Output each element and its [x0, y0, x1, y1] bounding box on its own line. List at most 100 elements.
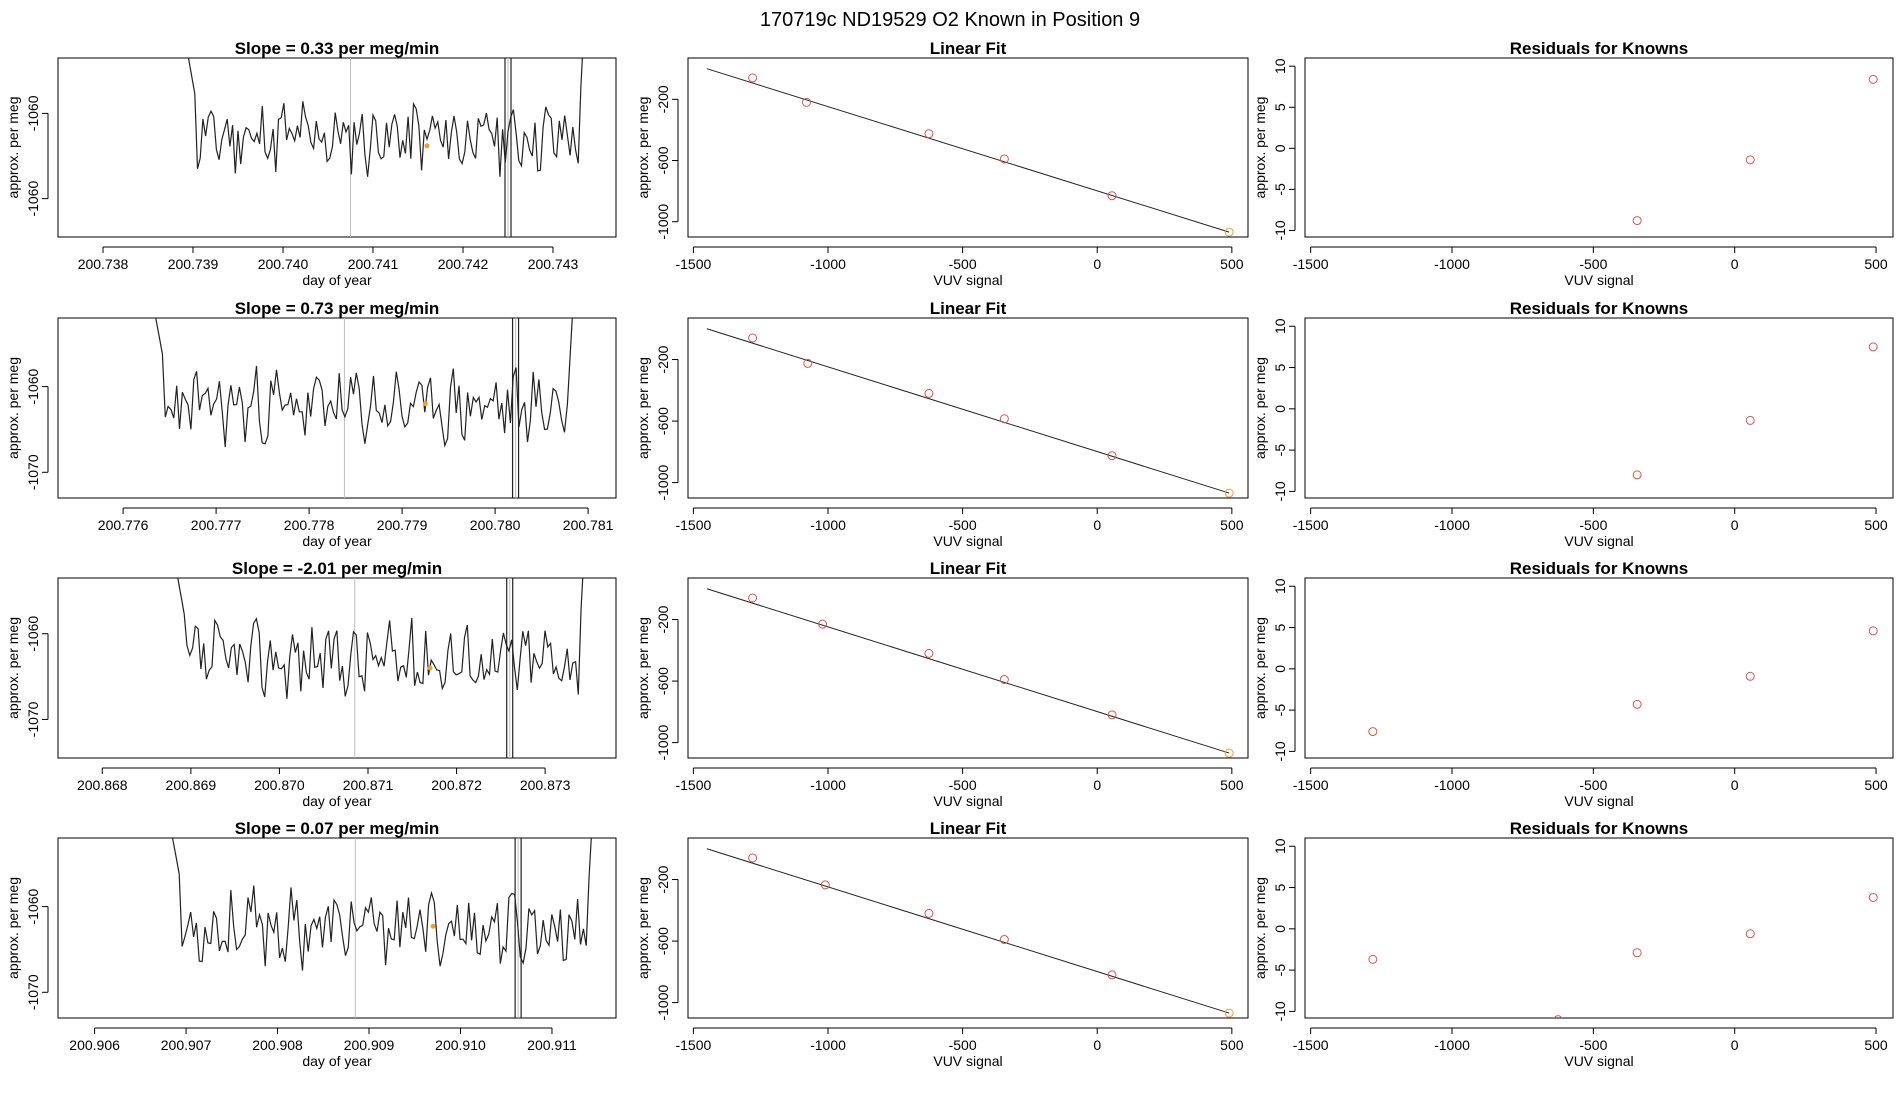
x-tick-label: -1000 — [810, 1037, 846, 1053]
chart-title: Linear Fit — [930, 299, 1007, 318]
y-tick-label: -10 — [1272, 481, 1288, 501]
x-tick-label: -1000 — [810, 256, 846, 272]
plot-area — [706, 68, 1234, 237]
y-tick-label: 0 — [1272, 144, 1288, 152]
y-tick-label: -10 — [1272, 220, 1288, 240]
x-tick-label: -500 — [1579, 1037, 1607, 1053]
plot-area — [1368, 626, 1878, 737]
x-tick-label: -1500 — [675, 777, 711, 793]
x-tick-label: 0 — [1731, 517, 1739, 533]
y-tick-label: -200 — [655, 85, 671, 113]
y-tick-label: 5 — [1272, 623, 1288, 631]
data-point — [1745, 155, 1755, 165]
x-tick-label: -500 — [1579, 256, 1607, 272]
data-point — [924, 648, 934, 658]
plot-frame — [1304, 317, 1894, 499]
y-axis-label: approx. per meg — [1252, 357, 1268, 459]
y-tick-label: -5 — [1272, 964, 1288, 977]
y-tick-label: 0 — [1272, 665, 1288, 673]
data-point — [999, 675, 1009, 685]
x-axis-label: VUV signal — [933, 272, 1002, 288]
data-point — [924, 388, 934, 398]
signal-line — [155, 318, 573, 448]
x-axis-label: day of year — [302, 793, 372, 809]
y-tick-label: 5 — [1272, 883, 1288, 891]
x-tick-label: 200.741 — [348, 256, 399, 272]
chart-title: Slope = 0.33 per meg/min — [235, 39, 440, 58]
signal-line — [187, 58, 583, 177]
x-tick-label: -1000 — [810, 517, 846, 533]
plot-frame — [687, 837, 1249, 1019]
data-point — [1107, 710, 1117, 720]
data-point — [801, 97, 811, 107]
sample-marker — [430, 923, 436, 929]
data-point — [924, 129, 934, 139]
data-point — [1224, 227, 1234, 237]
data-point — [1553, 1015, 1563, 1018]
x-tick-label: 200.908 — [252, 1037, 303, 1053]
data-point — [1632, 699, 1642, 709]
x-tick-label: -1000 — [810, 777, 846, 793]
x-tick-label: 0 — [1731, 1037, 1739, 1053]
x-tick-label: 500 — [1220, 1037, 1244, 1053]
x-tick-label: -500 — [949, 256, 977, 272]
plot-area — [171, 838, 592, 1018]
data-point — [999, 414, 1009, 424]
y-tick-label: -600 — [655, 407, 671, 435]
plot-frame — [687, 577, 1249, 759]
data-point — [999, 935, 1009, 945]
chart-title: Residuals for Knowns — [1510, 559, 1689, 578]
x-axis-label: VUV signal — [1564, 533, 1633, 549]
data-point — [1868, 892, 1878, 902]
data-point — [1745, 929, 1755, 939]
y-tick-label: 10 — [1272, 318, 1288, 334]
fit-line — [706, 328, 1230, 494]
chart-title: Linear Fit — [930, 559, 1007, 578]
y-tick-label: -1060 — [25, 95, 41, 131]
plot-frame — [57, 57, 617, 238]
data-point — [1224, 1008, 1234, 1018]
plot-area — [706, 848, 1234, 1018]
y-tick-label: -5 — [1272, 444, 1288, 457]
data-point — [748, 73, 758, 83]
plot-frame — [687, 57, 1249, 238]
plot-frame — [1304, 577, 1894, 759]
plot-area — [155, 318, 573, 498]
data-point — [1745, 671, 1755, 681]
y-tick-label: -1060 — [25, 181, 41, 217]
x-tick-label: 200.776 — [98, 517, 149, 533]
data-point — [1224, 488, 1234, 498]
y-tick-label: 10 — [1272, 578, 1288, 594]
data-point — [818, 619, 828, 629]
data-point — [1368, 954, 1378, 964]
data-point — [1868, 74, 1878, 84]
y-tick-label: -1070 — [25, 454, 41, 490]
y-tick-label: -5 — [1272, 183, 1288, 196]
x-tick-label: 200.870 — [254, 777, 305, 793]
plot-area — [177, 578, 584, 758]
plot-area — [1632, 342, 1878, 480]
plot-frame — [57, 837, 617, 1019]
data-point — [999, 154, 1009, 164]
plot-frame — [1304, 57, 1894, 238]
x-tick-label: 200.777 — [191, 517, 242, 533]
chart-title: Slope = -2.01 per meg/min — [232, 559, 442, 578]
chart-panel-9: Residuals for Knowns -1500 -1000 -500 0 500 VU… — [1252, 39, 1894, 288]
x-tick-label: -1500 — [675, 1037, 711, 1053]
x-tick-label: -500 — [1579, 517, 1607, 533]
x-tick-label: 500 — [1220, 256, 1244, 272]
x-tick-label: 200.872 — [431, 777, 482, 793]
x-tick-label: 200.910 — [435, 1037, 486, 1053]
x-tick-label: -1500 — [1293, 1037, 1329, 1053]
chart-panel-3: Slope = -2.01 per meg/min 200.868 200.869 2… — [5, 559, 617, 809]
x-tick-label: 200.781 — [563, 517, 614, 533]
x-tick-label: -500 — [949, 517, 977, 533]
y-tick-label: 10 — [1272, 58, 1288, 74]
data-point — [1107, 970, 1117, 980]
y-tick-label: -200 — [655, 865, 671, 893]
x-tick-label: -500 — [949, 1037, 977, 1053]
y-tick-label: 0 — [1272, 405, 1288, 413]
